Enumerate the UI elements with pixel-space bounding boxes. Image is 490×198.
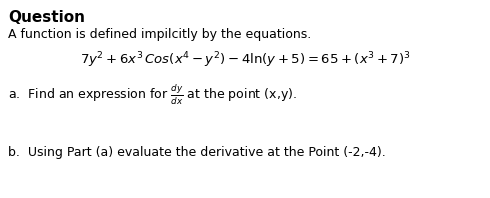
Text: a.  Find an expression for $\frac{dy}{dx}$ at the point (x,y).: a. Find an expression for $\frac{dy}{dx}… — [8, 83, 297, 107]
Text: $7y^2 + 6x^3\,Cos(x^4 - y^2) - 4\ln(y + 5) = 65 + (x^3 + 7)^3$: $7y^2 + 6x^3\,Cos(x^4 - y^2) - 4\ln(y + … — [79, 50, 411, 70]
Text: b.  Using Part (a) evaluate the derivative at the Point (-2,-4).: b. Using Part (a) evaluate the derivativ… — [8, 146, 386, 159]
Text: A function is defined impilcitly by the equations.: A function is defined impilcitly by the … — [8, 28, 311, 41]
Text: Question: Question — [8, 10, 85, 25]
